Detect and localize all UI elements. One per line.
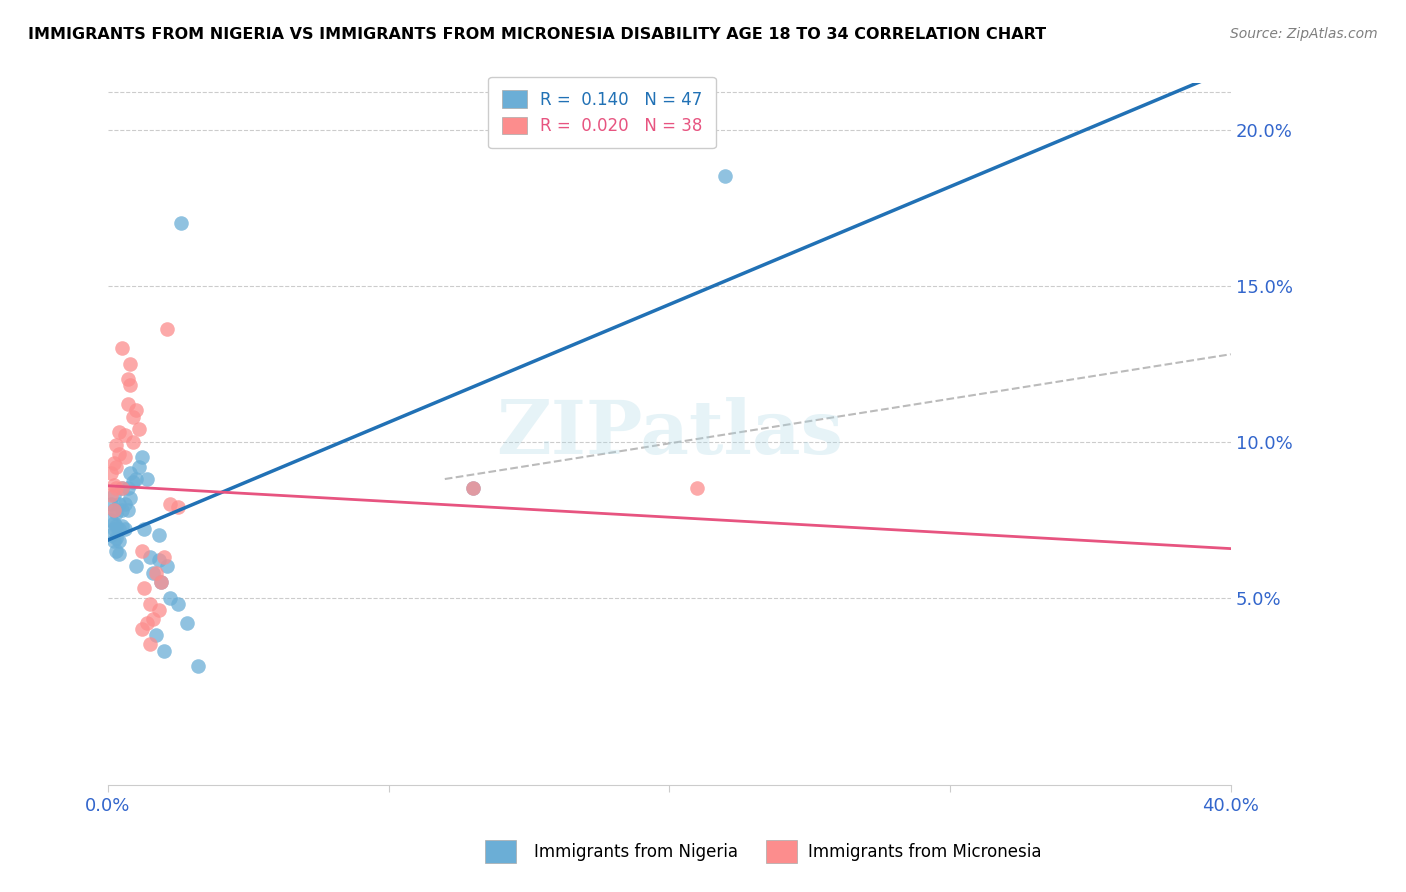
Point: [136, 472, 159, 486]
Point: [148, 553, 170, 567]
Point: [108, 497, 131, 511]
Point: [150, 574, 173, 589]
Point: [150, 574, 173, 589]
Point: [105, 459, 128, 474]
Point: [103, 516, 125, 530]
Point: [111, 518, 134, 533]
Point: [114, 522, 136, 536]
Point: [108, 425, 131, 440]
Point: [139, 637, 162, 651]
Point: [714, 169, 737, 184]
Point: [105, 482, 128, 496]
Point: [100, 497, 122, 511]
Point: [120, 466, 142, 480]
Point: [156, 559, 179, 574]
Point: [134, 581, 156, 595]
Point: [170, 216, 193, 230]
Point: [105, 531, 128, 545]
Point: [159, 497, 181, 511]
Point: [139, 597, 162, 611]
Point: [117, 397, 139, 411]
Point: [103, 457, 125, 471]
Point: [105, 438, 128, 452]
Point: [461, 482, 484, 496]
Point: [114, 428, 136, 442]
Point: [103, 522, 125, 536]
Point: [100, 466, 122, 480]
Point: [108, 447, 131, 461]
Point: [108, 547, 131, 561]
Point: [100, 528, 122, 542]
Point: [167, 500, 190, 515]
Point: [131, 450, 153, 465]
Point: [153, 549, 176, 564]
Point: [156, 322, 179, 336]
Point: [122, 434, 145, 449]
Point: [136, 615, 159, 630]
Point: [159, 591, 181, 605]
Point: [111, 341, 134, 355]
Point: [100, 512, 122, 526]
Point: [120, 357, 142, 371]
Point: [145, 628, 167, 642]
Point: [103, 503, 125, 517]
Point: [103, 488, 125, 502]
Point: [111, 482, 134, 496]
Point: [111, 503, 134, 517]
Point: [128, 422, 150, 436]
Point: [103, 534, 125, 549]
Point: [461, 482, 484, 496]
Point: [142, 612, 165, 626]
Point: [148, 603, 170, 617]
Point: [111, 482, 134, 496]
Point: [114, 450, 136, 465]
Text: IMMIGRANTS FROM NIGERIA VS IMMIGRANTS FROM MICRONESIA DISABILITY AGE 18 TO 34 CO: IMMIGRANTS FROM NIGERIA VS IMMIGRANTS FR…: [28, 27, 1046, 42]
Point: [105, 543, 128, 558]
Point: [686, 482, 709, 496]
Point: [105, 518, 128, 533]
Point: [117, 372, 139, 386]
Legend: R =  0.140   N = 47, R =  0.020   N = 38: R = 0.140 N = 47, R = 0.020 N = 38: [488, 77, 716, 148]
Point: [108, 534, 131, 549]
Point: [125, 472, 148, 486]
Point: [122, 475, 145, 490]
Point: [153, 643, 176, 657]
Point: [167, 597, 190, 611]
Point: [148, 528, 170, 542]
Point: [176, 615, 198, 630]
Point: [114, 497, 136, 511]
Point: [145, 566, 167, 580]
Point: [131, 543, 153, 558]
Text: Immigrants from Micronesia: Immigrants from Micronesia: [808, 843, 1042, 861]
Point: [122, 409, 145, 424]
Point: [139, 549, 162, 564]
Point: [125, 559, 148, 574]
Point: [125, 403, 148, 417]
Point: [128, 459, 150, 474]
Text: ZIPatlas: ZIPatlas: [496, 397, 842, 470]
Point: [134, 522, 156, 536]
Text: Immigrants from Nigeria: Immigrants from Nigeria: [534, 843, 738, 861]
Point: [103, 478, 125, 492]
Point: [120, 378, 142, 392]
Point: [117, 482, 139, 496]
Point: [120, 491, 142, 505]
Point: [103, 503, 125, 517]
Point: [105, 507, 128, 521]
Point: [187, 659, 209, 673]
Point: [100, 488, 122, 502]
Point: [108, 522, 131, 536]
Point: [131, 622, 153, 636]
Text: Source: ZipAtlas.com: Source: ZipAtlas.com: [1230, 27, 1378, 41]
Point: [142, 566, 165, 580]
Point: [117, 503, 139, 517]
